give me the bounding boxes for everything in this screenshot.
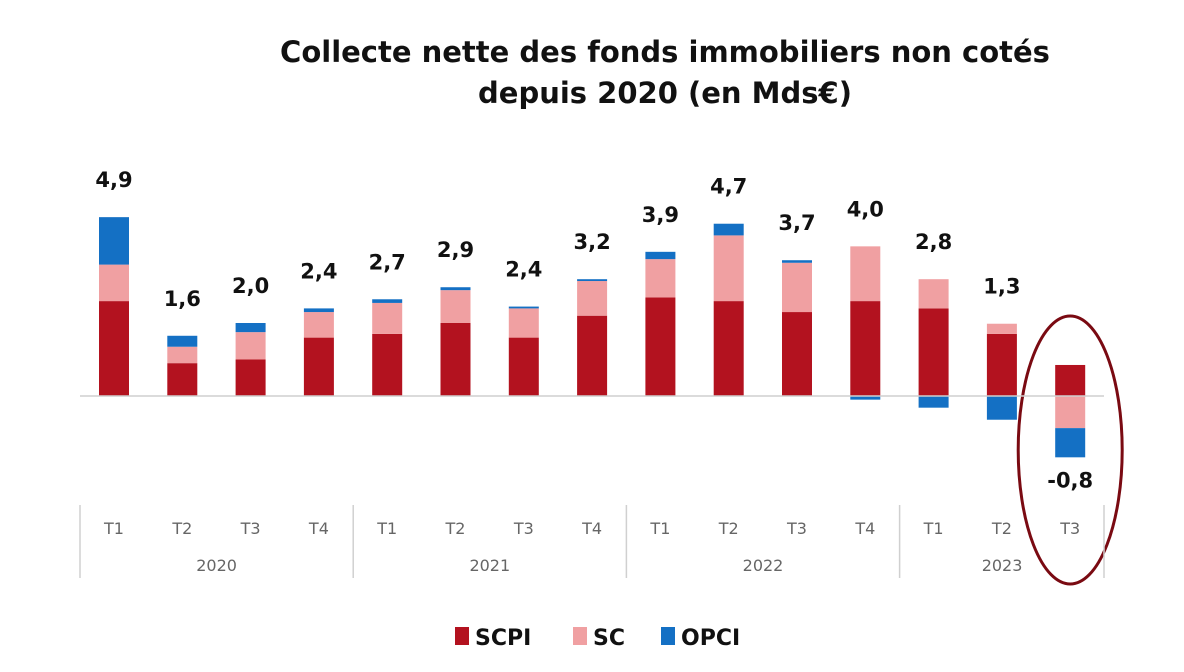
total-label-12: 2,8 [915, 230, 952, 254]
bar-opci-4 [372, 299, 403, 303]
bar-scpi-3 [303, 337, 334, 396]
quarter-tick-7: T4 [581, 519, 602, 538]
bar-sc-0 [99, 264, 129, 302]
highlight-ellipse [1016, 314, 1124, 586]
total-label-8: 3,9 [642, 203, 679, 227]
total-label-3: 2,4 [300, 259, 337, 283]
bar-sc-7 [577, 281, 608, 316]
total-label-10: 3,7 [778, 211, 815, 235]
year-tick-2020: 2020 [196, 556, 237, 575]
quarter-tick-2: T3 [240, 519, 261, 538]
bar-opci-10 [782, 260, 812, 263]
bar-opci-8 [645, 251, 676, 260]
bar-opci-3 [303, 308, 334, 313]
bar-sc-2 [235, 332, 266, 360]
bar-scpi-11 [850, 301, 881, 396]
bar-sc-11 [850, 246, 881, 302]
bar-opci-14 [1055, 428, 1086, 458]
chart-title-line-1: Collecte nette des fonds immobiliers non… [280, 35, 1050, 69]
chart-title-line-2: depuis 2020 (en Mds€) [478, 76, 852, 110]
bar-opci-1 [167, 335, 198, 347]
bar-sc-1 [167, 346, 198, 364]
bar-scpi-6 [508, 337, 539, 396]
bar-scpi-1 [167, 363, 198, 396]
bar-opci-13 [986, 396, 1017, 420]
bar-sc-4 [372, 302, 403, 334]
total-label-9: 4,7 [710, 175, 747, 199]
bar-sc-5 [440, 290, 471, 323]
quarter-tick-3: T4 [308, 519, 329, 538]
total-label-1: 1,6 [164, 287, 201, 311]
legend-label-scpi: SCPI [475, 626, 531, 651]
total-label-7: 3,2 [573, 230, 610, 254]
total-label-0: 4,9 [95, 168, 132, 192]
quarter-tick-10: T3 [786, 519, 807, 538]
legend-label-opci: OPCI [681, 626, 740, 651]
bar-opci-0 [99, 217, 129, 265]
bar-opci-9 [713, 223, 744, 236]
legend-swatch-scpi [455, 627, 469, 645]
quarter-tick-4: T1 [376, 519, 397, 538]
total-label-14: -0,8 [1047, 468, 1093, 492]
bar-scpi-13 [986, 333, 1017, 396]
legend-label-sc: SC [593, 626, 625, 651]
bar-sc-12 [918, 279, 949, 309]
bar-sc-13 [986, 323, 1017, 334]
bar-scpi-2 [235, 359, 266, 396]
bar-sc-6 [508, 308, 539, 338]
bar-opci-5 [440, 287, 471, 291]
bar-sc-3 [303, 312, 334, 338]
year-tick-2022: 2022 [743, 556, 784, 575]
quarter-tick-14: T3 [1059, 519, 1080, 538]
bar-sc-10 [782, 262, 812, 313]
year-tick-2023: 2023 [982, 556, 1023, 575]
bar-scpi-5 [440, 323, 471, 396]
bar-opci-12 [918, 396, 949, 408]
total-label-11: 4,0 [847, 197, 884, 221]
bar-opci-11 [850, 396, 881, 400]
legend-swatch-opci [661, 627, 675, 645]
year-tick-2021: 2021 [469, 556, 510, 575]
quarter-tick-13: T2 [991, 519, 1012, 538]
total-label-6: 2,4 [505, 258, 542, 282]
quarter-tick-9: T2 [718, 519, 739, 538]
quarter-tick-6: T3 [513, 519, 534, 538]
bar-sc-9 [713, 235, 744, 302]
quarter-tick-12: T1 [923, 519, 944, 538]
legend-swatch-sc [573, 627, 587, 645]
quarter-tick-0: T1 [103, 519, 124, 538]
bar-opci-7 [577, 279, 608, 282]
bar-scpi-9 [713, 301, 744, 396]
bar-scpi-14 [1055, 364, 1086, 396]
bar-sc-8 [645, 259, 676, 298]
quarter-tick-1: T2 [171, 519, 192, 538]
bar-opci-6 [508, 306, 539, 309]
bar-sc-14 [1055, 396, 1086, 429]
quarter-tick-11: T4 [854, 519, 875, 538]
bar-scpi-7 [577, 315, 608, 396]
total-label-2: 2,0 [232, 274, 269, 298]
total-label-4: 2,7 [369, 250, 406, 274]
bar-opci-2 [235, 323, 266, 333]
total-label-13: 1,3 [983, 275, 1020, 299]
bar-scpi-8 [645, 297, 676, 396]
total-label-5: 2,9 [437, 238, 474, 262]
quarter-tick-8: T1 [649, 519, 670, 538]
bar-scpi-12 [918, 308, 949, 396]
bar-scpi-10 [782, 312, 812, 396]
bar-scpi-4 [372, 333, 403, 396]
bar-scpi-0 [99, 301, 129, 396]
quarter-tick-5: T2 [445, 519, 466, 538]
